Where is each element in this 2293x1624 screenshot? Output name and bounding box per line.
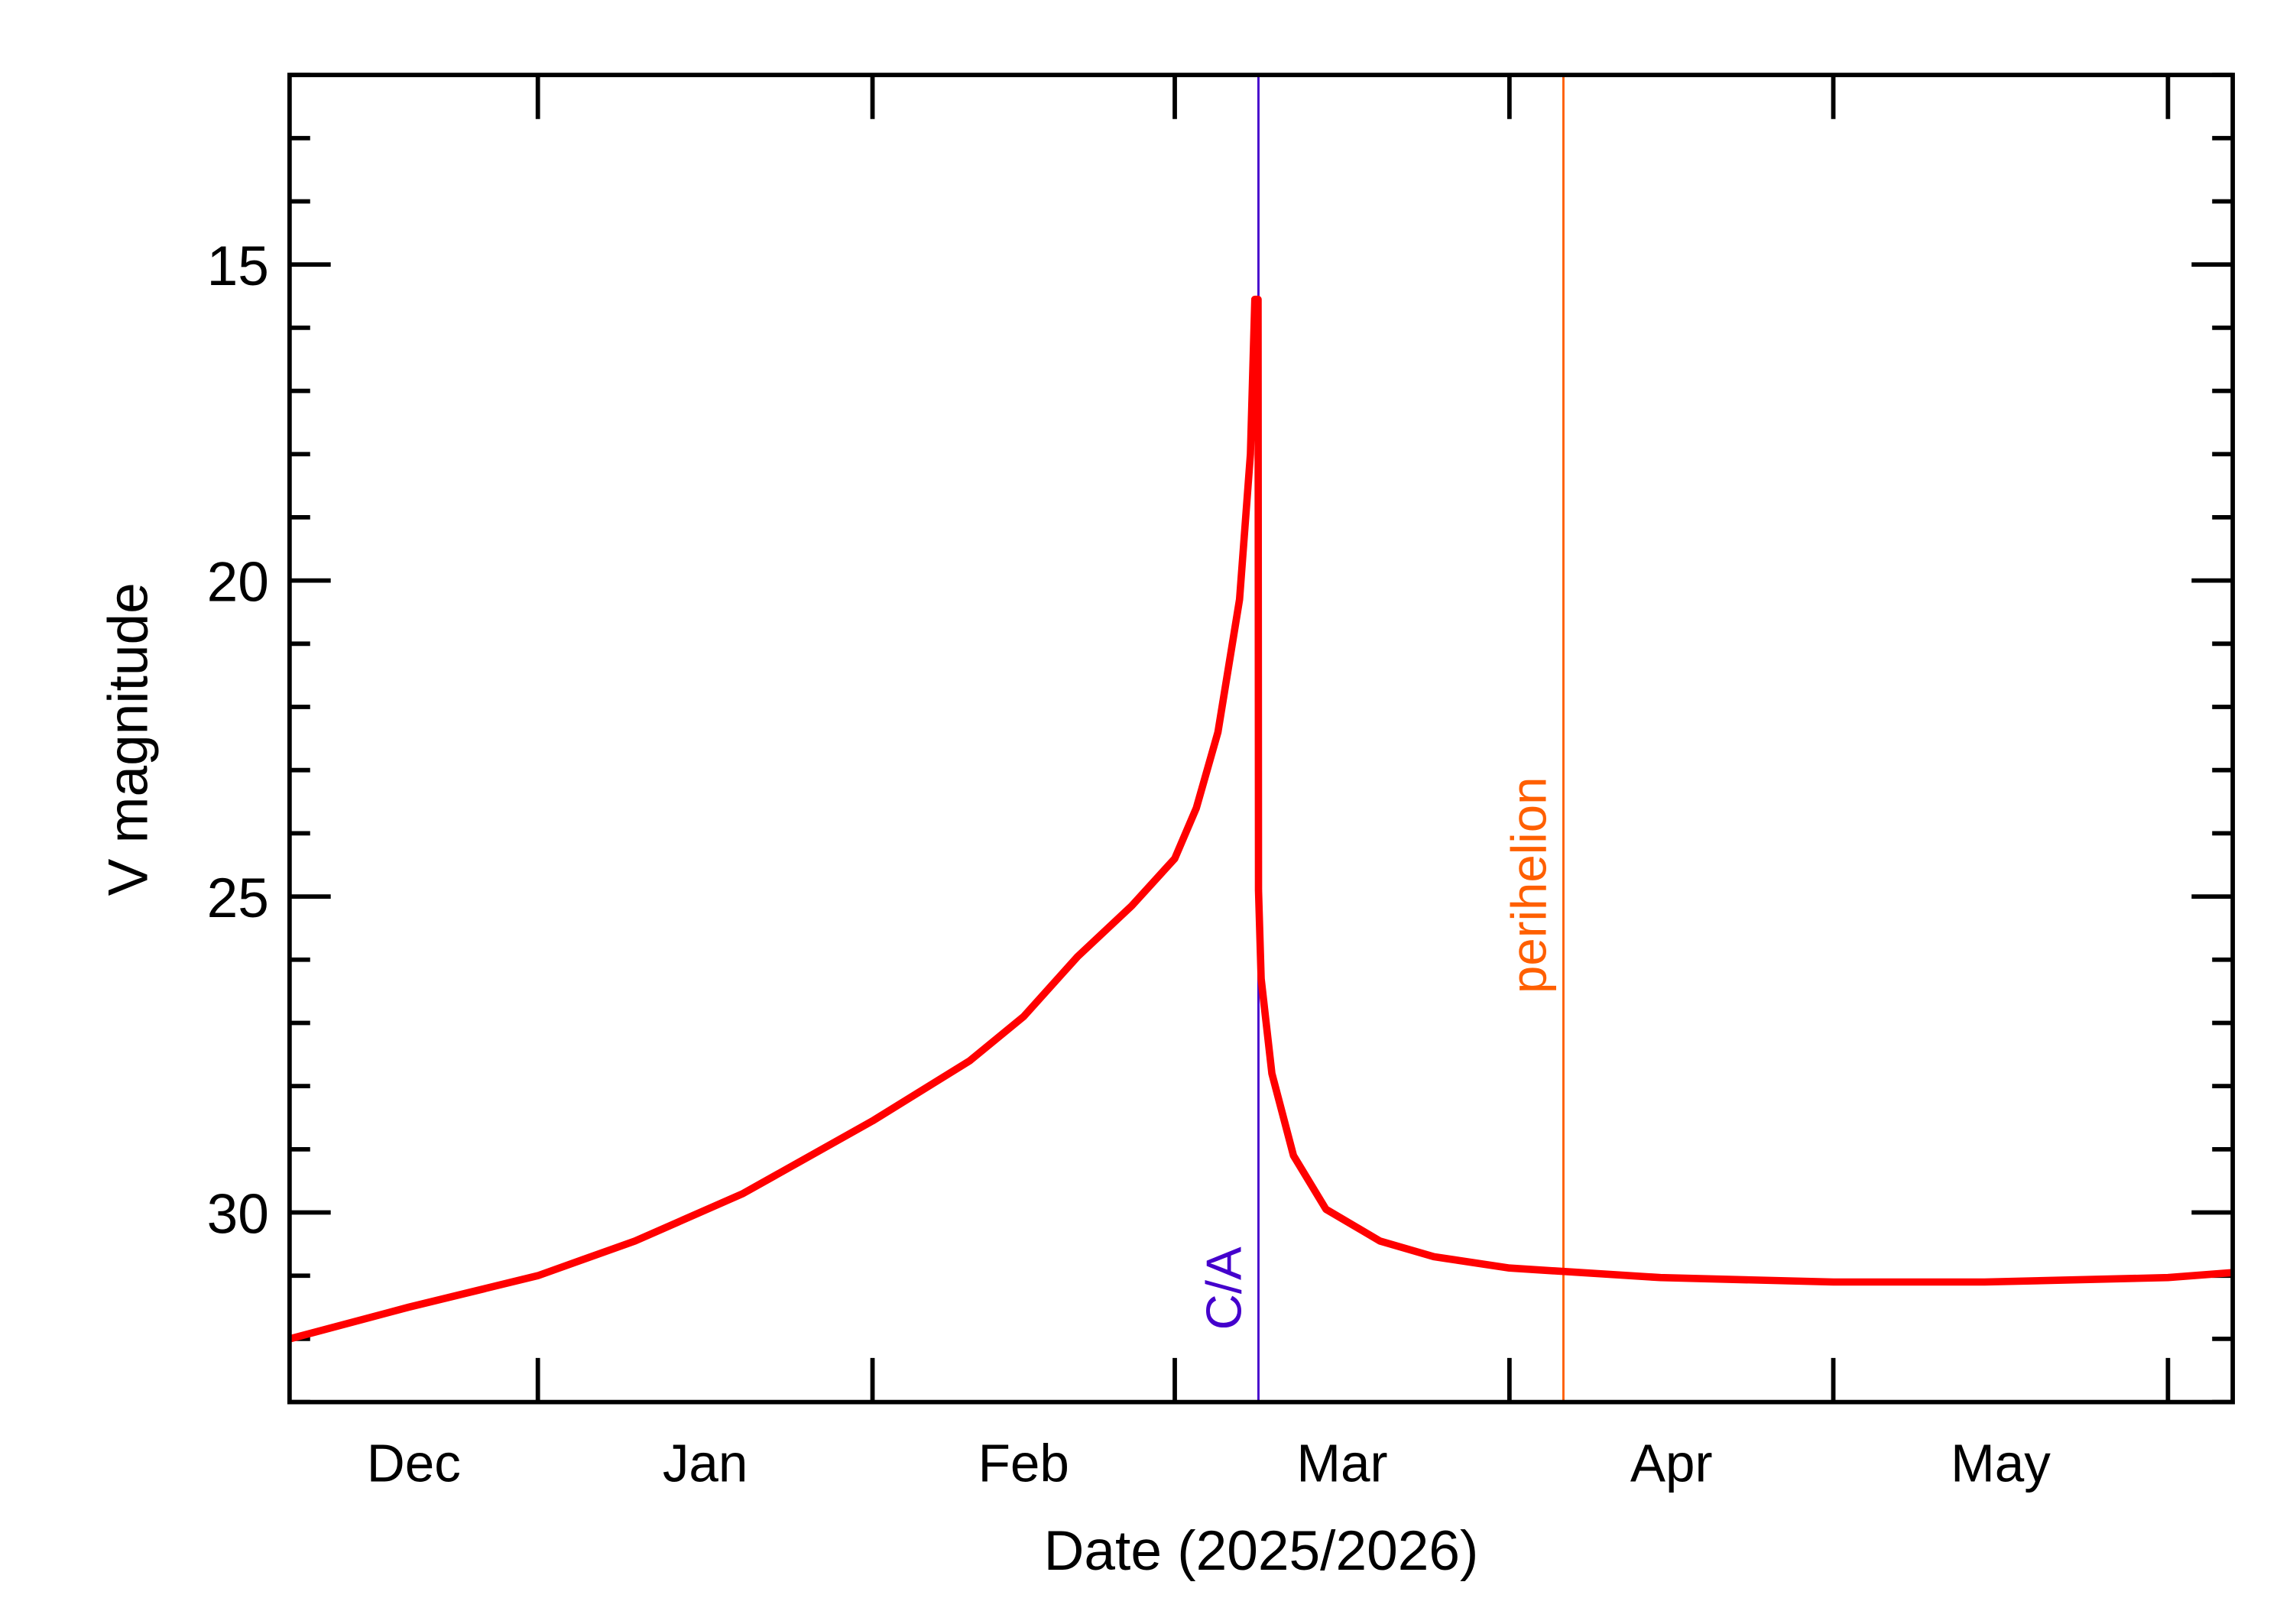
- marker-label: perihelion: [1500, 776, 1556, 994]
- axis-ticks: [289, 73, 2233, 1405]
- y-tick-label: 30: [207, 1183, 269, 1245]
- event-markers: C/A perihelion: [1195, 75, 1565, 1402]
- x-axis-label: Date (2025/2026): [1044, 1520, 1479, 1582]
- y-axis-label: V magnitude: [97, 582, 159, 896]
- y-tick-label: 15: [207, 235, 269, 297]
- y-tick-label: 25: [207, 867, 269, 929]
- y-tick-label: 20: [207, 552, 269, 614]
- x-tick-label: Dec: [367, 1433, 461, 1493]
- marker-label: C/A: [1195, 1246, 1251, 1330]
- x-tick-label: May: [1951, 1433, 2051, 1493]
- plot-frame: [287, 73, 2236, 1405]
- x-tick-labels: Dec Jan Feb Mar Apr May: [367, 1433, 2051, 1493]
- x-tick-label: Apr: [1630, 1433, 1713, 1493]
- x-tick-label: Feb: [978, 1433, 1069, 1493]
- y-tick-labels: 15 20 25 30: [207, 235, 269, 1245]
- magnitude-curve: [288, 295, 2233, 1343]
- x-tick-label: Mar: [1296, 1433, 1387, 1493]
- x-tick-label: Jan: [663, 1433, 748, 1493]
